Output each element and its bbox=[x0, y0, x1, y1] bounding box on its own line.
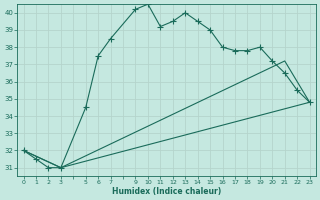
X-axis label: Humidex (Indice chaleur): Humidex (Indice chaleur) bbox=[112, 187, 221, 196]
